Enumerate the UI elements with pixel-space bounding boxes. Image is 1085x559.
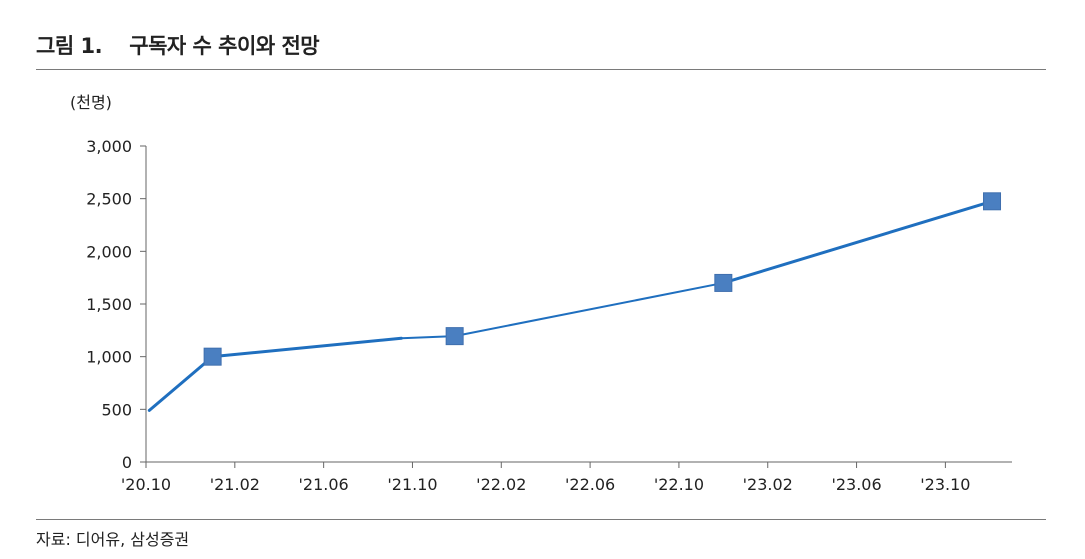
x-tick-label: '22.02 (476, 475, 526, 494)
y-tick-label: 2,000 (86, 242, 132, 261)
data-point-marker (445, 327, 464, 346)
y-tick-label: 1,000 (86, 348, 132, 367)
series-line-segment (721, 199, 994, 285)
x-tick-label: '22.10 (654, 475, 704, 494)
series-layer (147, 192, 1002, 412)
x-tick-label: '23.02 (743, 475, 793, 494)
figure-title: 그림 1. 구독자 수 추이와 전망 (36, 34, 320, 58)
x-tick-label: '21.02 (210, 475, 260, 494)
series-line-segment (211, 336, 403, 359)
x-tick-label: '21.06 (299, 475, 349, 494)
top-rule (36, 69, 1046, 70)
data-point-marker (203, 347, 222, 366)
x-tick-label: '22.06 (565, 475, 615, 494)
source-note: 자료: 디어유, 삼성증권 (36, 530, 190, 549)
series-line-segment (147, 355, 215, 412)
bottom-rule (36, 519, 1046, 520)
x-ticks: '20.10 '21.02 '21.06 '21.10 '22.02 '22.06 '22.… (121, 462, 970, 494)
series-line-segment (453, 281, 725, 338)
data-point-marker (983, 192, 1002, 211)
y-ticks: 0 500 1,000 1,500 2,000 2,500 3,000 (86, 137, 146, 472)
x-tick-label: '23.06 (831, 475, 881, 494)
data-point-marker (714, 273, 733, 292)
x-tick-label: '23.10 (920, 475, 970, 494)
x-axis: '20.10 '21.02 '21.06 '21.10 '22.02 '22.06 '22.… (121, 461, 1012, 494)
y-tick-label: 0 (122, 453, 132, 472)
y-axis: 0 500 1,000 1,500 2,000 2,500 3,000 (86, 137, 147, 472)
y-tick-label: 2,500 (86, 190, 132, 209)
x-tick-label: '21.10 (387, 475, 437, 494)
x-tick-label: '20.10 (121, 475, 171, 494)
y-tick-label: 3,000 (86, 137, 132, 156)
y-tick-label: 1,500 (86, 295, 132, 314)
y-tick-label: 500 (101, 400, 132, 419)
y-axis-unit-label: (천명) (70, 93, 112, 112)
